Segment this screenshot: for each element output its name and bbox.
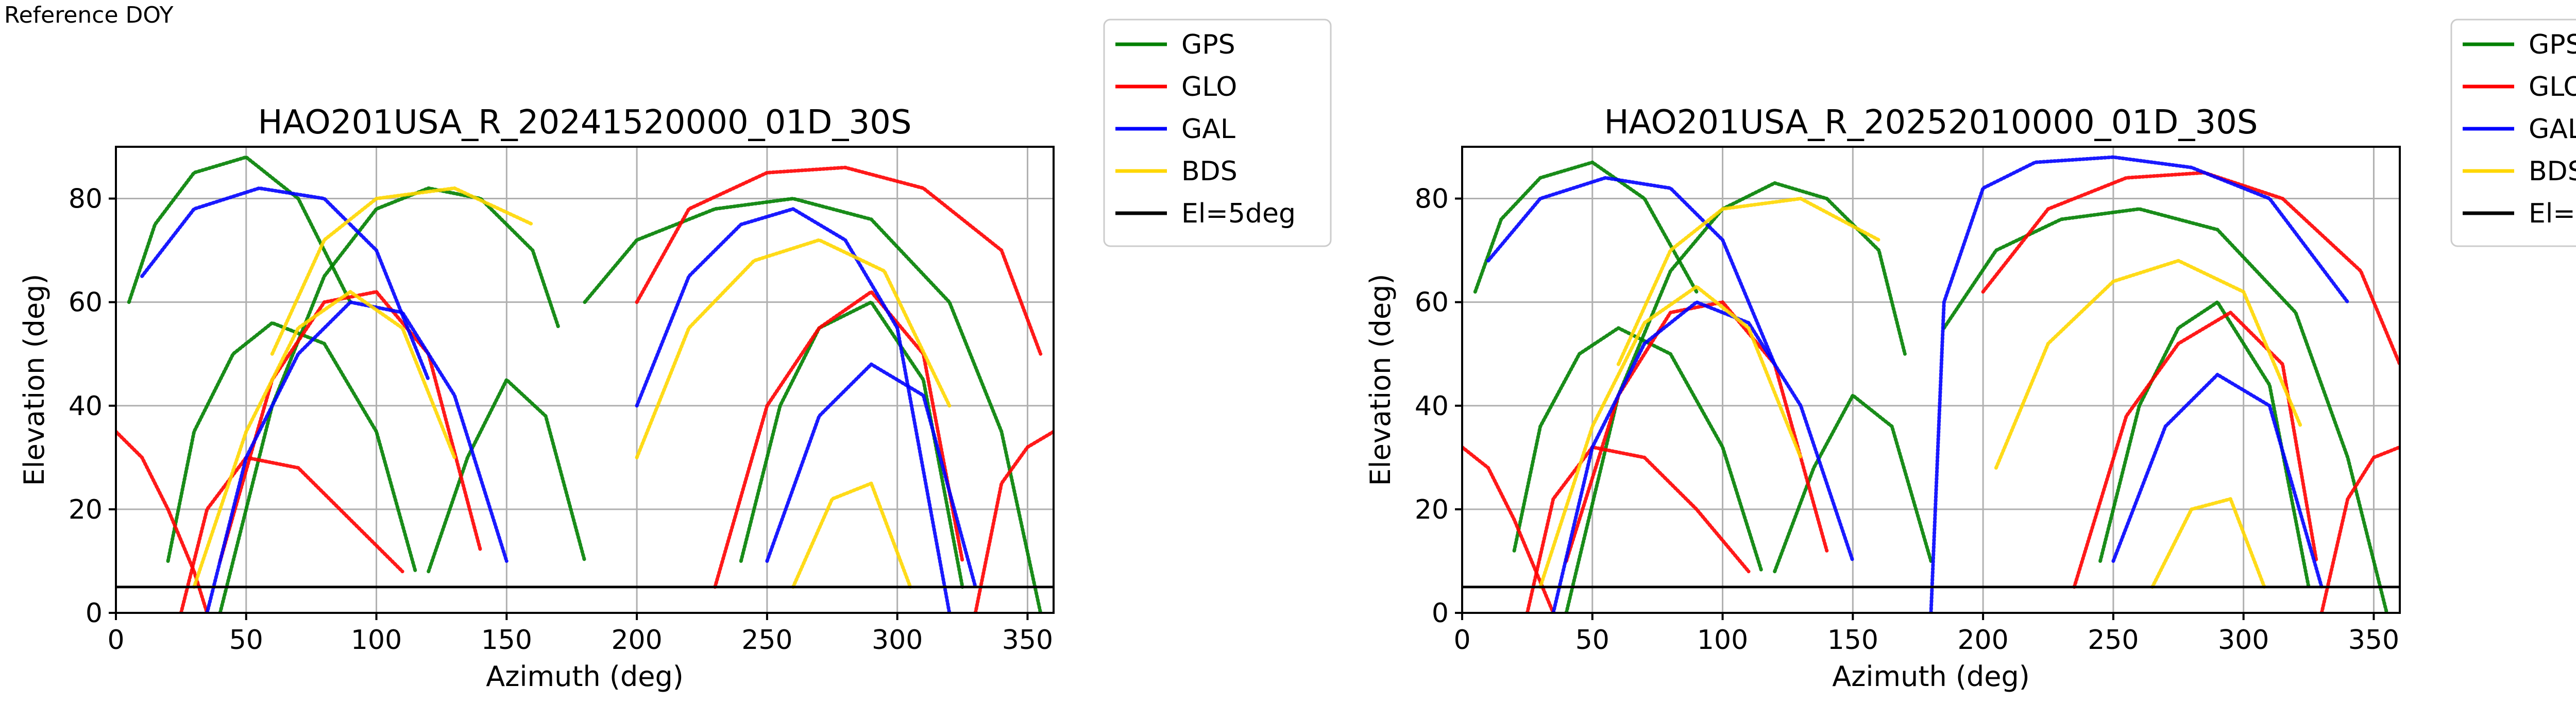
series-arc-bds [1616, 197, 1881, 366]
series-arc-glo [2319, 445, 2400, 613]
legend-label: GAL [1181, 114, 1235, 145]
series-arc-bds [1994, 259, 2303, 470]
axes-frame [115, 146, 1055, 614]
series-arc-gal [1486, 176, 1777, 366]
legend-label: BDS [1181, 156, 1238, 187]
series-arc-glo [218, 290, 483, 563]
series-arc-glo [1525, 445, 1751, 613]
x-tick-label: 100 [1697, 625, 1748, 656]
y-axis-label: Elevation (deg) [18, 274, 50, 486]
x-tick-label: 300 [2218, 625, 2269, 656]
series-arc-bds [2150, 497, 2266, 589]
series-arc-gps [1942, 207, 2389, 613]
axes-frame [1461, 146, 2401, 614]
series-arc-bds [1538, 285, 1803, 589]
series-arc-bds [791, 482, 912, 589]
series-arc-gps [1512, 326, 1764, 574]
legend-label: El=5deg [2529, 198, 2576, 229]
series-arc-glo [1564, 300, 1829, 563]
x-tick-label: 300 [872, 625, 923, 656]
y-tick-label: 20 [1415, 494, 1449, 525]
series-arc-gps [2098, 300, 2311, 589]
y-tick-label: 0 [86, 598, 103, 629]
series-arc-bds [270, 186, 535, 356]
series-arc-gal [765, 362, 977, 589]
legend-box [1103, 19, 1332, 247]
legend-label: GPS [1181, 29, 1235, 60]
series-arc-glo [635, 165, 1043, 356]
y-tick-label: 60 [69, 287, 103, 318]
x-tick-label: 100 [351, 625, 402, 656]
series-arc-gps [218, 186, 561, 613]
series-arc-gps [427, 378, 587, 574]
series-arc-glo [1462, 445, 1555, 613]
y-tick-label: 40 [1415, 391, 1449, 422]
chart-title: HAO201USA_R_20252010000_01D_30S [1604, 104, 2258, 142]
legend-label: GPS [2529, 29, 2576, 60]
y-tick-label: 40 [69, 391, 103, 422]
x-tick-label: 200 [611, 625, 662, 656]
x-tick-label: 350 [2348, 625, 2399, 656]
series-arc-bds [635, 238, 952, 459]
x-tick-label: 200 [1957, 625, 2008, 656]
y-axis-label: Elevation (deg) [1364, 274, 1397, 486]
series-arc-gps [166, 321, 417, 574]
chart-right: 0 50 100 150 200 250 300 350 0 20 40 60 80 HAO201USA_… [1364, 104, 2401, 693]
series-arc-glo [973, 430, 1054, 613]
x-tick-label: 0 [107, 625, 124, 656]
y-tick-label: 80 [1415, 184, 1449, 215]
series-arc-gal [140, 186, 431, 382]
legend-box [2450, 19, 2576, 247]
x-tick-label: 250 [741, 625, 792, 656]
legend-label: GAL [2529, 114, 2576, 145]
chart-left: 0 50 100 150 200 250 300 350 0 20 40 60 80 HAO201USA_… [18, 104, 1055, 693]
x-tick-label: 350 [1002, 625, 1053, 656]
series-arc-gps [583, 197, 1043, 613]
legend-label: El=5deg [1181, 198, 1296, 229]
series-arc-gal [2111, 372, 2324, 589]
y-tick-label: 0 [1432, 598, 1449, 629]
series-arc-glo [2072, 311, 2318, 589]
legend-label: GLO [2529, 72, 2576, 102]
x-tick-label: 50 [1575, 625, 1609, 656]
series-arc-gps [127, 155, 352, 304]
series-arc-gal [1551, 300, 1855, 613]
series-arc-gps [1773, 393, 1933, 574]
legend-label: BDS [2529, 156, 2576, 187]
x-tick-label: 150 [1827, 625, 1878, 656]
y-tick-label: 80 [69, 184, 103, 215]
y-tick-label: 60 [1415, 287, 1449, 318]
series-arc-gps [1473, 160, 1699, 294]
series-arc-gal [635, 207, 952, 613]
chart-title: HAO201USA_R_20241520000_01D_30S [258, 104, 912, 142]
reference-doy-label: Reference DOY [4, 2, 174, 28]
series-arc-glo [713, 290, 964, 589]
y-tick-label: 20 [69, 494, 103, 525]
series-arc-glo [179, 455, 404, 613]
x-tick-label: 150 [481, 625, 532, 656]
series-arc-bds [192, 290, 456, 589]
x-tick-label: 50 [229, 625, 263, 656]
legend-right: GPS GLO GAL BDS El=5deg [2450, 19, 2576, 247]
series-arc-gal [1929, 155, 2350, 613]
x-axis-label: Azimuth (deg) [1832, 660, 2030, 693]
series-arc-gal [205, 300, 509, 613]
legend-label: GLO [1181, 72, 1237, 102]
series-arc-glo [116, 430, 209, 613]
x-tick-label: 250 [2088, 625, 2139, 656]
x-axis-label: Azimuth (deg) [486, 660, 684, 693]
legend-left: GPS GLO GAL BDS El=5deg [1103, 19, 1332, 247]
x-tick-label: 0 [1453, 625, 1470, 656]
